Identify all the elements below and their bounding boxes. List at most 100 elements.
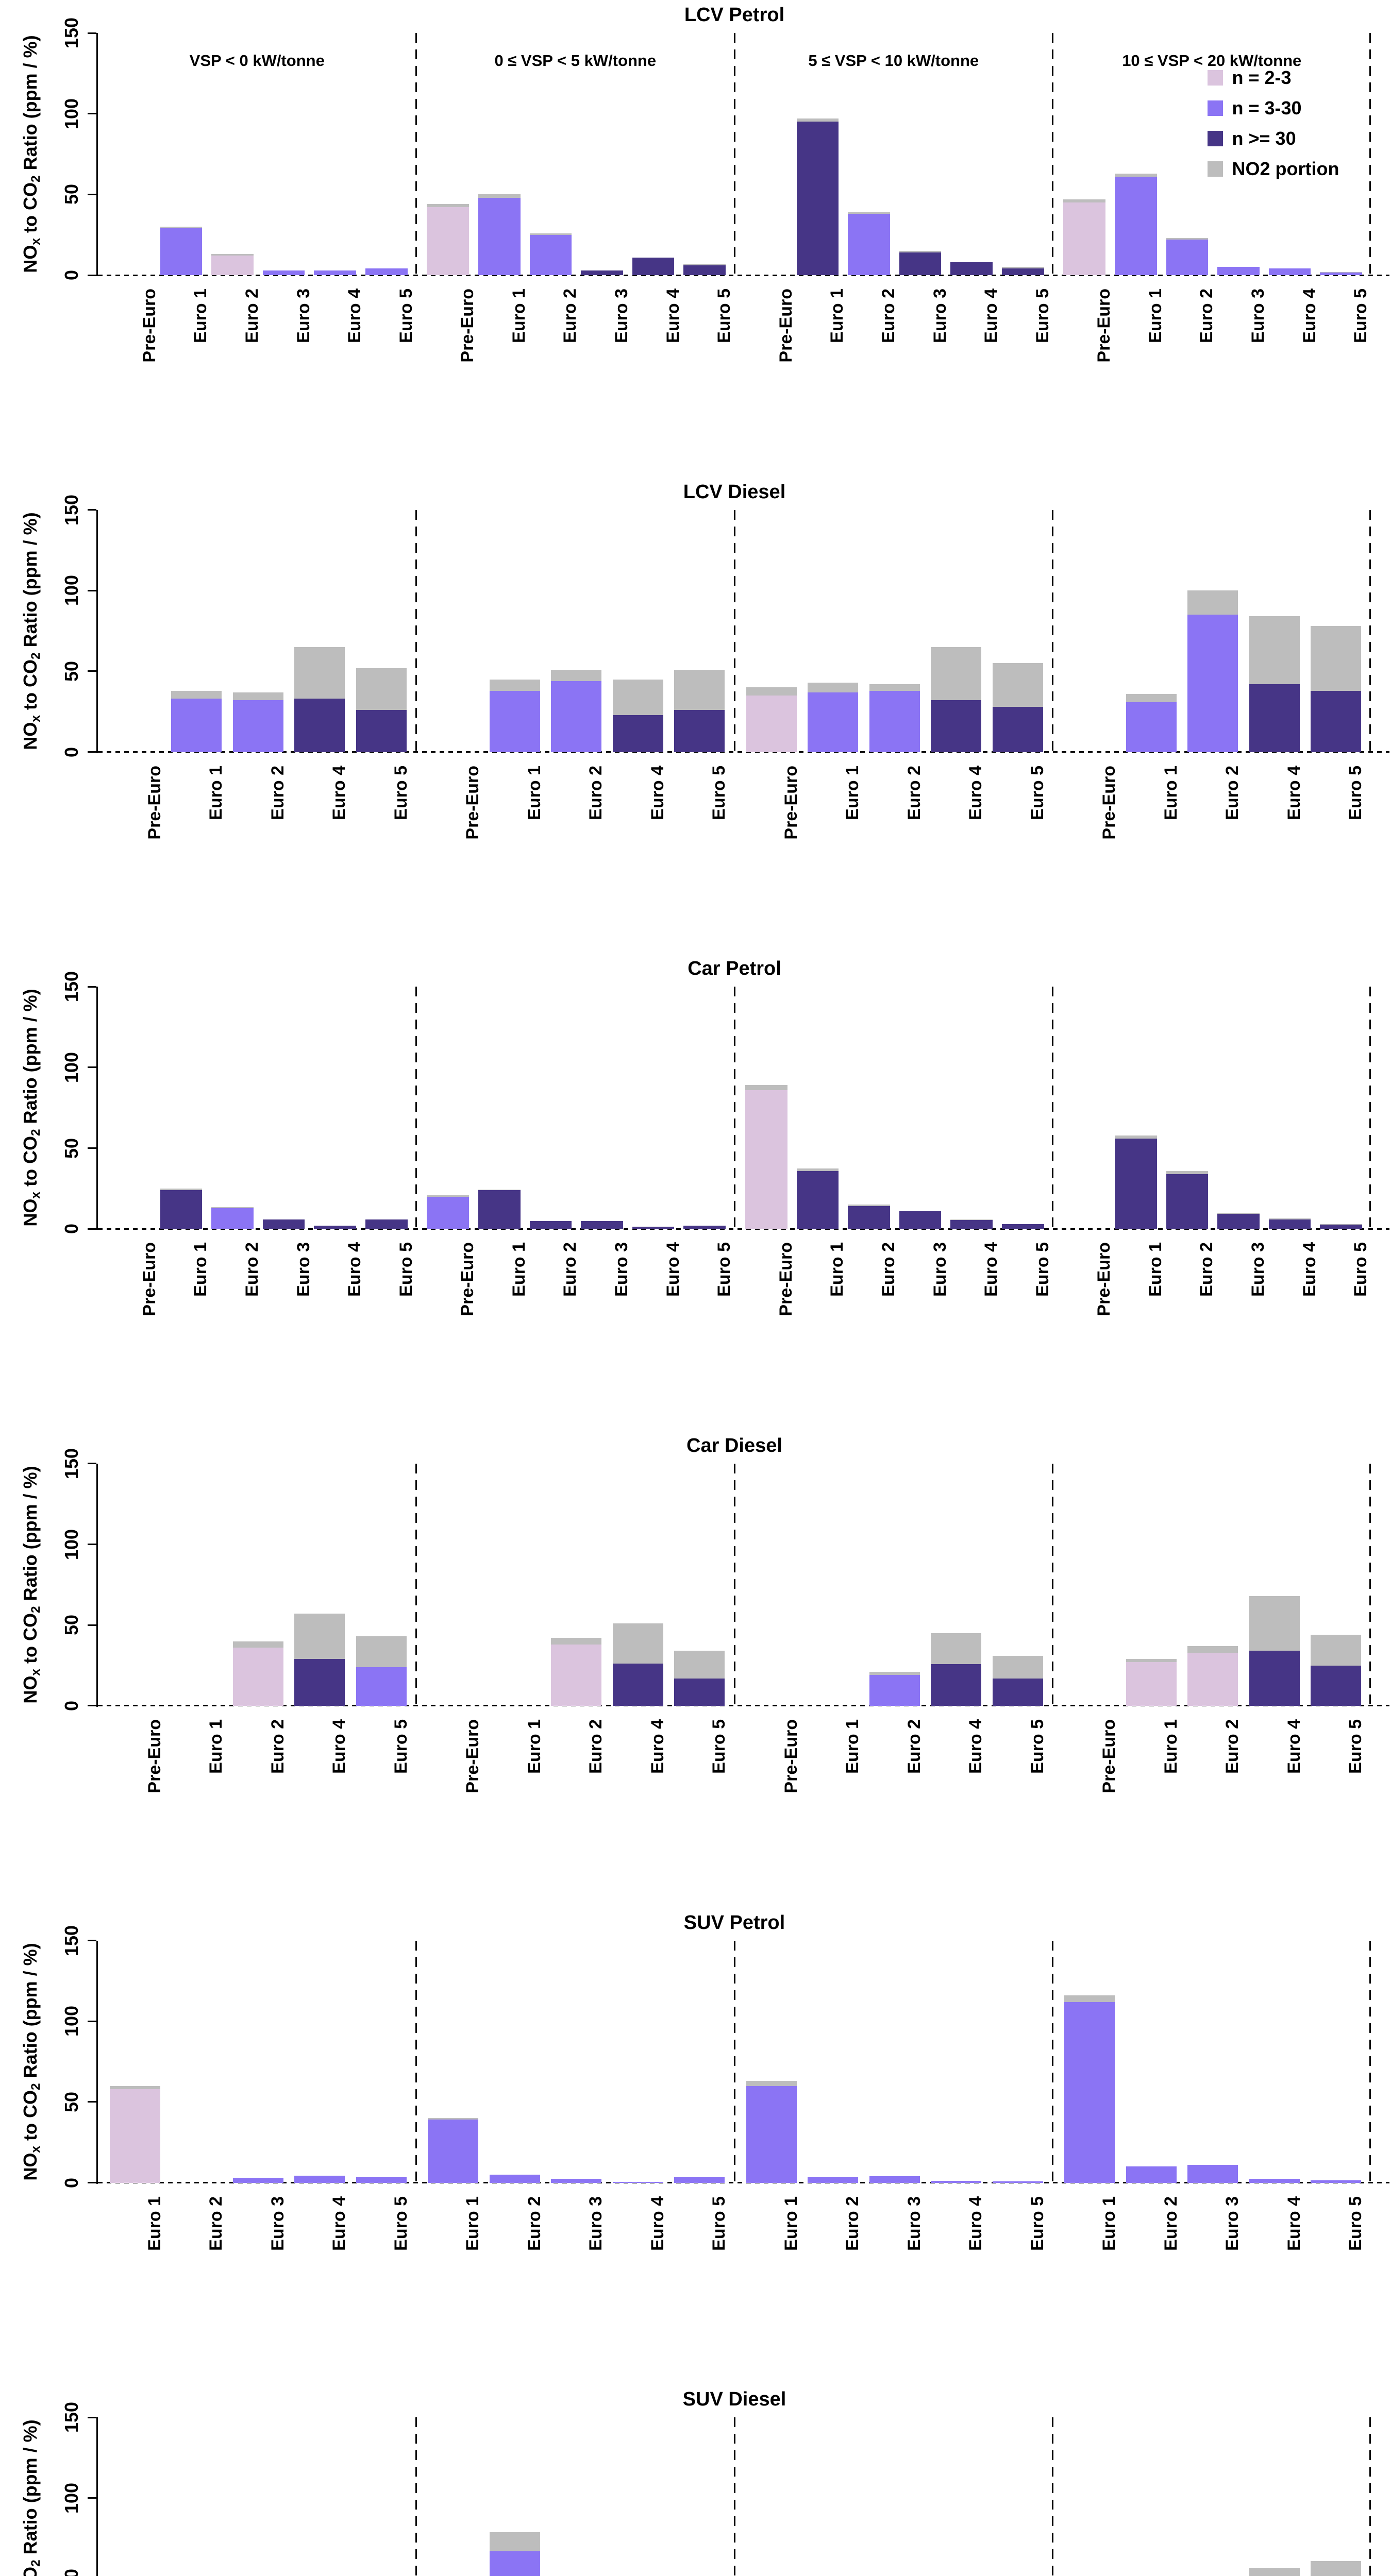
chart-row-lcv-petrol: LCV Petrol 0 50 100 150 NOx to CO2 Ratio (ppm…: [0, 0, 1391, 477]
bar-segment-nox: [899, 252, 942, 275]
x-tick-label: Euro 2: [525, 2196, 579, 2251]
x-tick-label: Euro 1: [509, 1242, 564, 1297]
y-axis-tick: [88, 1705, 96, 1707]
x-tick-label: Euro 4: [329, 2196, 384, 2251]
bar-euro-1: [1126, 693, 1177, 752]
x-tick-label: Euro 2: [268, 766, 323, 820]
x-tick-text: Euro 5: [396, 289, 416, 343]
bar-segment-nox: [1063, 202, 1106, 275]
x-tick-text: Euro 1: [1099, 2196, 1119, 2251]
bar-segment-no2-portion: [931, 1633, 982, 1664]
bar-euro-4: [931, 1633, 982, 1706]
zero-baseline: [98, 274, 1389, 276]
y-axis-tick: [88, 32, 96, 34]
bar-segment-no2-portion: [931, 647, 982, 701]
panel-divider: [733, 33, 735, 275]
x-tick-text: Euro 4: [1284, 1719, 1304, 1774]
x-tick-text: Euro 1: [524, 765, 544, 820]
x-tick-text: Euro 4: [981, 289, 1001, 343]
bar-euro-5: [1311, 1635, 1362, 1706]
bar-euro-1: [478, 1189, 521, 1229]
bar-segment-nox: [356, 2177, 407, 2183]
bar-segment-nox: [992, 2181, 1043, 2183]
bar-segment-nox: [796, 1171, 839, 1229]
row-title: Car Petrol: [688, 958, 781, 980]
bar-segment-nox: [1187, 2165, 1238, 2183]
x-tick-text: Euro 4: [345, 1242, 365, 1297]
x-tick-label: Euro 1: [843, 766, 897, 820]
bar-segment-nox: [632, 1226, 675, 1229]
bar-segment-nox: [1268, 1219, 1311, 1229]
bar-segment-nox: [294, 699, 345, 752]
bar-segment-no2-portion: [1064, 1995, 1115, 2002]
bar-segment-no2-portion: [171, 690, 222, 699]
y-axis-title: NOx to CO2 Ratio (ppm / %): [20, 989, 257, 1227]
bar-euro-4: [294, 647, 345, 752]
x-tick-text: Euro 5: [714, 1242, 734, 1297]
vsp-bin-header: 0 ≤ VSP < 5 kW/tonne: [494, 52, 657, 70]
vsp-bin-header: 10 ≤ VSP < 20 kW/tonne: [1122, 52, 1302, 70]
bar-euro-3: [1187, 2165, 1238, 2183]
x-tick-label: Euro 4: [1300, 1242, 1354, 1297]
x-tick-text: Euro 1: [781, 2196, 801, 2251]
y-axis-line: [96, 1463, 98, 1707]
bar-euro-4: [931, 647, 982, 752]
x-tick-label: Euro 4: [1284, 766, 1339, 820]
x-tick-label: Euro 4: [663, 1242, 718, 1297]
bar-segment-nox: [1320, 1225, 1363, 1229]
x-tick-text: Euro 2: [242, 289, 262, 343]
bar-segment-no2-portion: [551, 1638, 602, 1645]
bar-segment-nox: [551, 2178, 602, 2183]
bar-segment-no2-portion: [1249, 1596, 1300, 1651]
y-axis-title-part: to CO: [20, 2567, 41, 2576]
x-tick-text: Euro 5: [1027, 765, 1047, 820]
x-tick-label: Euro 5: [1351, 1242, 1391, 1297]
bar-euro-5: [1311, 626, 1362, 752]
bar-segment-nox: [294, 2175, 345, 2183]
y-axis-title-sub: x: [29, 238, 43, 245]
y-axis-tick-label: 0: [61, 1224, 82, 1250]
y-axis-tick: [88, 1544, 96, 1546]
bar-euro-4: [931, 2181, 982, 2183]
y-axis-tick-text: 150: [61, 1448, 82, 1480]
legend-swatch-gray-icon: [1207, 161, 1223, 177]
row-title: LCV Petrol: [684, 4, 785, 26]
bar-segment-no2-portion: [1187, 590, 1238, 615]
bar-segment-nox: [1166, 1174, 1209, 1229]
x-tick-label: Euro 2: [1197, 289, 1251, 343]
panel-divider: [415, 987, 417, 1229]
x-tick-text: Euro 2: [242, 1242, 262, 1297]
bar-segment-no2-portion: [1268, 1218, 1311, 1219]
bar-euro-1: [1064, 1995, 1115, 2183]
bar-euro-3: [869, 2176, 920, 2183]
x-tick-text: Pre-Euro: [776, 1242, 796, 1316]
bar-segment-no2-portion: [211, 254, 254, 256]
y-axis-tick: [88, 509, 96, 511]
panel-right-border: [1369, 33, 1371, 275]
bar-segment-no2-portion: [1320, 272, 1363, 273]
x-tick-label: Euro 3: [930, 289, 985, 343]
x-tick-label: Euro 4: [966, 2196, 1020, 2251]
x-tick-text: Euro 2: [586, 1719, 606, 1774]
bar-segment-no2-portion: [428, 2118, 479, 2120]
y-axis-title-text: NOx to CO2 Ratio (ppm / %): [20, 35, 43, 273]
x-tick-text: Euro 2: [878, 1242, 898, 1297]
bar-euro-5: [356, 668, 407, 752]
x-tick-label: Euro 1: [206, 1719, 261, 1774]
y-axis-tick-label: 100: [61, 1052, 92, 1089]
y-axis-title-part: NO: [20, 1675, 41, 1704]
bar-segment-nox: [612, 1664, 663, 1706]
bar-euro-2: [211, 1207, 254, 1229]
bar-segment-no2-portion: [674, 1651, 725, 1679]
bar-segment-no2-portion: [1311, 2561, 1362, 2576]
bar-segment-no2-portion: [869, 1672, 920, 1675]
bar-segment-nox: [746, 2086, 797, 2183]
y-axis-title-part: NO: [20, 2153, 41, 2181]
bar-segment-no2-portion: [1249, 616, 1300, 685]
bar-segment-nox: [1311, 2180, 1362, 2183]
x-tick-label: Euro 1: [827, 289, 882, 343]
bar-segment-nox: [356, 710, 407, 752]
panel-divider: [1052, 1463, 1053, 1706]
x-tick-text: Euro 3: [586, 2196, 606, 2251]
bar-euro-2: [1166, 238, 1209, 275]
